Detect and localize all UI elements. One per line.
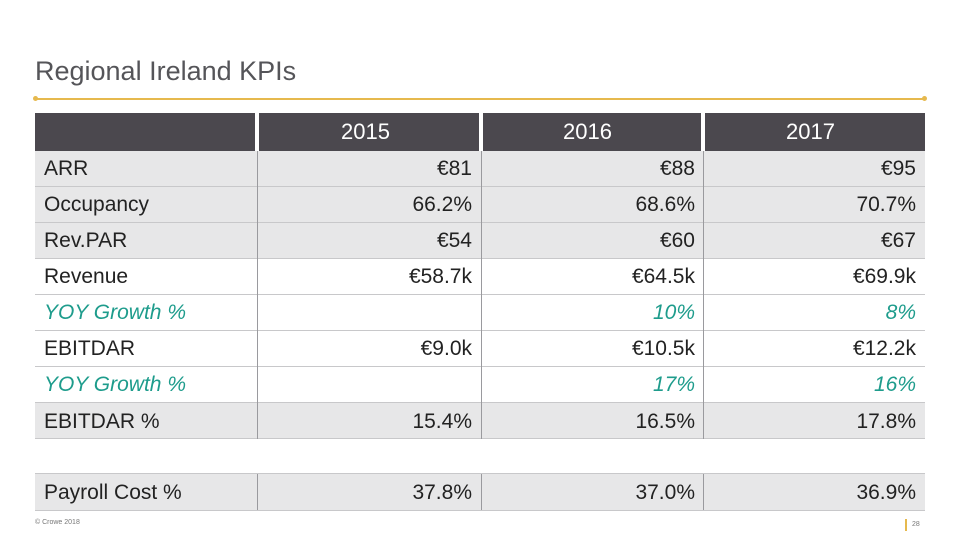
row-separator: [35, 186, 925, 187]
row-label-revpar: Rev.PAR: [44, 229, 128, 252]
cell-payroll-2015: 37.8%: [412, 481, 472, 504]
header-cell-2017: [705, 113, 925, 151]
cell-ebitdar-pct-2017: 17.8%: [856, 410, 916, 433]
header-corner-cell: [35, 113, 255, 151]
cell-revpar-2016: €60: [659, 229, 695, 252]
cell-revenue-2017: €69.9k: [852, 265, 916, 288]
row-separator: [35, 258, 925, 259]
cell-ebitdar-pct-2016: 16.5%: [635, 410, 695, 433]
row-bg-revpar: [35, 223, 925, 259]
row-separator: [35, 366, 925, 367]
cell-revenue-2015: €58.7k: [408, 265, 472, 288]
row-label-ebitdar: EBITDAR: [44, 337, 136, 360]
cell-ebitdar-2015: €9.0k: [420, 337, 472, 360]
column-separator: [257, 151, 258, 439]
cell-ebitdar-yoy-2017: 16%: [873, 373, 916, 396]
page-title: Regional Ireland KPIs: [35, 56, 297, 86]
page-number: 28: [912, 521, 920, 528]
row-bg-payroll: [35, 474, 925, 510]
cell-ebitdar-2017: €12.2k: [852, 337, 916, 360]
row-label-arr: ARR: [44, 157, 89, 180]
title-divider: [33, 96, 927, 101]
row-separator: [35, 222, 925, 223]
cell-payroll-2017: 36.9%: [856, 481, 916, 504]
column-separator: [257, 474, 258, 510]
row-label-ebitdar-pct: EBITDAR %: [44, 410, 160, 433]
cell-revpar-2017: €67: [880, 229, 916, 252]
row-bg-ebitdar: [35, 331, 925, 367]
cell-revenue-yoy-2017: 8%: [885, 301, 916, 324]
row-separator: [35, 294, 925, 295]
row-bg-occupancy: [35, 187, 925, 223]
footer-accent-bar: [905, 519, 907, 531]
row-separator: [35, 510, 925, 511]
column-separator: [703, 474, 704, 510]
cell-ebitdar-pct-2015: 15.4%: [412, 410, 472, 433]
cell-revenue-2016: €64.5k: [631, 265, 695, 288]
row-label-revenue: Revenue: [44, 265, 129, 288]
header-cell-2015: [259, 113, 479, 151]
row-label-occupancy: Occupancy: [44, 193, 150, 216]
footer-copyright: © Crowe 2018: [35, 519, 80, 526]
row-label-revenue-yoy-growth: YOY Growth %: [44, 301, 186, 324]
cell-revpar-2015: €54: [436, 229, 472, 252]
row-bg-ebitdar-pct: [35, 403, 925, 439]
cell-occupancy-2016: 68.6%: [635, 193, 695, 216]
row-label-payroll-cost: Payroll Cost %: [44, 481, 182, 504]
row-label-ebitdar-yoy-growth: YOY Growth %: [44, 373, 186, 396]
row-bg-arr: [35, 151, 925, 187]
row-bg-yoy-2: [35, 367, 925, 403]
cell-ebitdar-2016: €10.5k: [631, 337, 695, 360]
year-header-2017: 2017: [786, 119, 835, 144]
cell-occupancy-2015: 66.2%: [412, 193, 472, 216]
year-header-2015: 2015: [341, 119, 390, 144]
row-separator: [35, 438, 925, 439]
column-separator: [703, 151, 704, 439]
cell-arr-2016: €88: [659, 157, 695, 180]
divider-dot-right: [922, 96, 927, 101]
cell-payroll-2016: 37.0%: [635, 481, 695, 504]
row-separator: [35, 330, 925, 331]
header-cell-2016: [483, 113, 701, 151]
row-bg-revenue: [35, 259, 925, 295]
cell-arr-2017: €95: [880, 157, 916, 180]
cell-occupancy-2017: 70.7%: [856, 193, 916, 216]
cell-revenue-yoy-2016: 10%: [652, 301, 695, 324]
row-separator: [35, 402, 925, 403]
row-bg-yoy-1: [35, 295, 925, 331]
cell-ebitdar-yoy-2016: 17%: [652, 373, 695, 396]
column-separator: [481, 474, 482, 510]
divider-dot-left: [33, 96, 38, 101]
year-header-2016: 2016: [563, 119, 612, 144]
cell-arr-2015: €81: [436, 157, 472, 180]
row-separator: [35, 473, 925, 474]
column-separator: [481, 151, 482, 439]
